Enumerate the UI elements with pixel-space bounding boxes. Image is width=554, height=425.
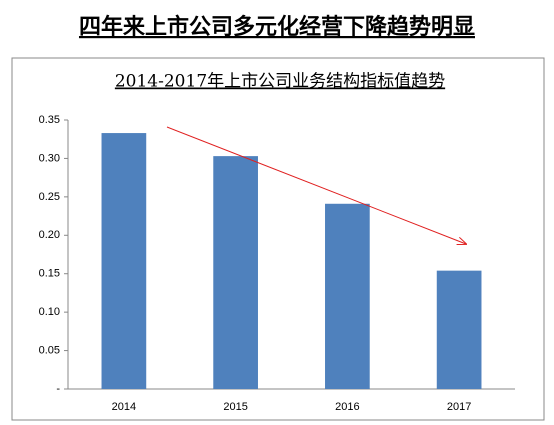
bar: [213, 156, 258, 389]
chart-title: 2014-2017年上市公司业务结构指标值趋势: [115, 72, 445, 92]
x-tick-label: 2015: [223, 401, 247, 413]
bar: [325, 203, 370, 389]
page-title: 四年来上市公司多元化经营下降趋势明显: [79, 14, 475, 40]
bar: [101, 133, 147, 389]
y-tick-label: 0.15: [39, 268, 60, 280]
plot-area: - 0.05 0.10 0.15 0.20 0.25 0.30 0.35 2014 2015 201…: [39, 114, 515, 413]
y-tick-label: 0.30: [39, 152, 60, 164]
x-tick-label: 2017: [447, 401, 471, 413]
y-tick-label: -: [56, 383, 60, 395]
x-tick-label: 2014: [112, 401, 136, 413]
y-tick-label: 0.25: [39, 191, 60, 203]
bar: [436, 270, 482, 389]
x-tick-label: 2016: [335, 401, 359, 413]
y-tick-label: 0.35: [39, 114, 60, 126]
y-tick-label: 0.10: [39, 306, 60, 318]
y-tick-label: 0.20: [39, 229, 60, 241]
y-tick-label: 0.05: [39, 344, 60, 356]
trend-arrow: [166, 126, 466, 244]
